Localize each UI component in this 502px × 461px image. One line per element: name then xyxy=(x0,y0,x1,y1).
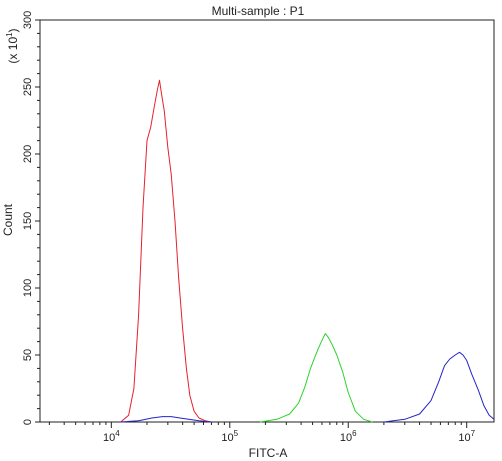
y-tick-label: 0 xyxy=(22,419,34,425)
y-axis-label: Count xyxy=(1,203,15,236)
histogram-series-3 xyxy=(383,351,495,423)
y-tick-label: 300 xyxy=(22,11,34,29)
x-tick-label: 106 xyxy=(340,429,357,444)
x-axis-label: FITC-A xyxy=(249,446,288,460)
chart-title: Multi-sample : P1 xyxy=(212,4,305,18)
x-tick-label: 105 xyxy=(221,429,238,444)
series-layer xyxy=(120,79,495,423)
y-tick-label: 150 xyxy=(22,212,34,230)
y-tick-label: 100 xyxy=(22,279,34,297)
y-tick-label: 250 xyxy=(22,78,34,96)
y-tick-label: 50 xyxy=(22,349,34,361)
histogram-series-4 xyxy=(120,416,212,423)
y-scale-note: (x 101) xyxy=(5,28,20,63)
y-tick-label: 200 xyxy=(22,145,34,163)
x-axis: 104 105 106 107 xyxy=(48,422,476,444)
histogram-series-1 xyxy=(120,79,212,423)
y-axis: 0 50 100 150 200 250 300 xyxy=(22,11,40,425)
histogram-series-2 xyxy=(259,333,373,423)
plot-frame xyxy=(39,19,495,423)
x-tick-label: 107 xyxy=(458,429,475,444)
x-tick-label: 104 xyxy=(103,429,120,444)
svg-text:(x 101): (x 101) xyxy=(5,28,20,63)
